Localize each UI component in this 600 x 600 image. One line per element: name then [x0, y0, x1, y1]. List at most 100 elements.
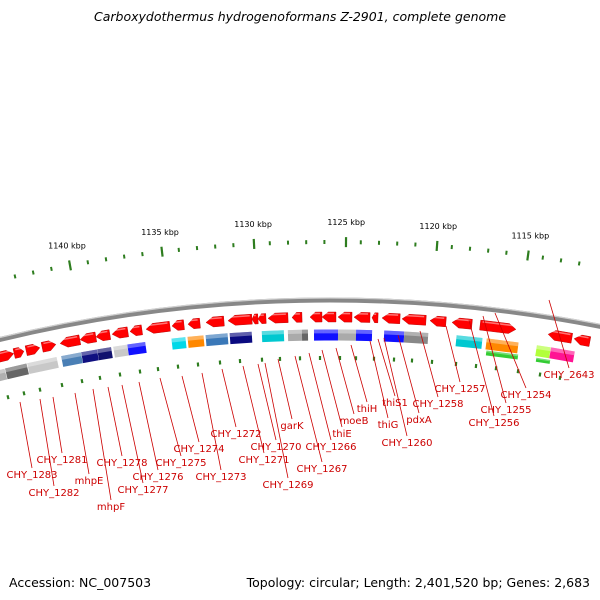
cds-arrow — [309, 311, 323, 323]
accession-text: Accession: NC_007503 — [9, 575, 152, 590]
cds-arrow — [381, 313, 401, 324]
label-leader-line — [419, 330, 439, 398]
gene-label[interactable]: CHY_1278 — [96, 458, 147, 469]
label-leader-line — [321, 349, 343, 428]
cog-box — [113, 344, 129, 358]
minor-tick — [141, 252, 144, 257]
label-leader-line — [494, 312, 527, 389]
gene-label[interactable]: CHY_2643 — [543, 370, 594, 381]
gene-features — [0, 311, 592, 400]
gene-label[interactable]: CHY_1255 — [480, 405, 531, 416]
tick-label: 1135 kbp — [141, 228, 179, 237]
label-leader-line — [369, 340, 389, 419]
gene-label[interactable]: CHY_1260 — [381, 438, 432, 449]
strand-tick — [98, 375, 102, 381]
cog-box — [301, 329, 309, 341]
cds-arrow — [321, 311, 337, 323]
gene-label[interactable]: pdxA — [406, 415, 432, 426]
cds-arrow — [257, 313, 267, 324]
gene-label[interactable]: CHY_1272 — [210, 429, 261, 440]
cds-arrow — [291, 312, 303, 323]
gene-label[interactable]: CHY_1254 — [500, 390, 551, 401]
cds-arrow — [40, 340, 57, 353]
label-leader-line — [52, 396, 63, 454]
minor-tick — [541, 255, 545, 260]
cds-arrow — [267, 312, 289, 324]
genome-backbone — [0, 297, 600, 343]
tick-label: 1120 kbp — [419, 222, 457, 231]
strand-tick — [6, 394, 10, 400]
label-leader-line — [335, 347, 355, 415]
backbone-highlight — [0, 297, 600, 339]
gene-label[interactable]: thiE — [332, 429, 351, 440]
gene-label[interactable]: CHY_1282 — [28, 488, 79, 499]
cog-box — [403, 331, 429, 344]
cog-box — [205, 333, 229, 347]
cds-arrow — [111, 326, 129, 339]
cds-arrow — [59, 334, 81, 348]
cds-arrow — [401, 314, 427, 326]
gene-label[interactable]: CHY_1266 — [305, 442, 356, 453]
gene-label[interactable]: mhpF — [97, 502, 125, 513]
tick-label: 1125 kbp — [327, 218, 365, 227]
cog-box — [287, 329, 303, 342]
label-leader-line — [294, 355, 323, 463]
gene-label[interactable]: CHY_1274 — [173, 444, 224, 455]
gene-label[interactable]: CHY_1275 — [155, 458, 206, 469]
gene-label[interactable]: CHY_1283 — [6, 470, 57, 481]
label-leader-line — [159, 377, 182, 457]
cds-arrow — [337, 311, 353, 323]
major-tick — [526, 250, 530, 261]
cog-box — [323, 329, 339, 341]
gene-label[interactable]: moeB — [340, 416, 369, 427]
gene-label[interactable]: mhpE — [75, 476, 104, 487]
cog-box — [97, 347, 113, 361]
label-leader-line — [277, 358, 293, 420]
cog-box — [535, 357, 551, 364]
cds-arrow — [429, 315, 447, 328]
gene-label[interactable]: CHY_1257 — [434, 384, 485, 395]
cog-box — [127, 341, 147, 356]
gene-label[interactable]: CHY_1269 — [262, 480, 313, 491]
cds-arrow — [251, 313, 259, 325]
strand-tick — [38, 387, 42, 392]
tick-label: 1140 kbp — [48, 242, 86, 251]
gene-label[interactable]: thiG — [378, 420, 399, 431]
map-title: Carboxydothermus hydrogenoformans Z-2901… — [93, 9, 507, 24]
cds-arrow — [187, 317, 201, 329]
minor-tick — [50, 266, 53, 272]
label-leader-line — [264, 362, 289, 479]
cds-arrow — [353, 312, 371, 323]
cog-box — [355, 329, 373, 342]
strand-tick — [538, 372, 542, 377]
label-leader-line — [181, 375, 200, 443]
gene-label[interactable]: CHY_1258 — [412, 399, 463, 410]
label-leader-line — [383, 337, 408, 437]
label-leader-line — [308, 352, 332, 441]
gene-label[interactable]: thiH — [357, 404, 378, 415]
gene-label[interactable]: CHY_1256 — [468, 418, 519, 429]
label-leader-line — [242, 365, 265, 454]
gene-label[interactable]: CHY_1276 — [132, 472, 183, 483]
gene-label[interactable]: CHY_1281 — [36, 455, 87, 466]
cds-arrow — [451, 317, 473, 330]
gene-label[interactable]: CHY_1273 — [195, 472, 246, 483]
gene-label[interactable]: CHY_1270 — [250, 442, 301, 453]
gene-label[interactable]: garK — [280, 421, 304, 432]
cog-box — [261, 330, 285, 343]
cog-box — [187, 335, 205, 348]
cog-box — [383, 330, 405, 343]
cds-arrow — [205, 315, 225, 328]
major-tick — [435, 240, 439, 251]
gene-label[interactable]: CHY_1271 — [238, 455, 289, 466]
major-tick — [252, 238, 256, 250]
minor-tick — [104, 257, 108, 262]
cds-arrow — [12, 347, 25, 359]
gene-label[interactable]: thiS1 — [382, 398, 408, 409]
label-leader-line — [74, 392, 90, 475]
label-leader-line — [350, 344, 368, 403]
label-leader-line — [548, 299, 570, 369]
gene-label[interactable]: CHY_1277 — [117, 485, 168, 496]
gene-label[interactable]: CHY_1267 — [296, 464, 347, 475]
